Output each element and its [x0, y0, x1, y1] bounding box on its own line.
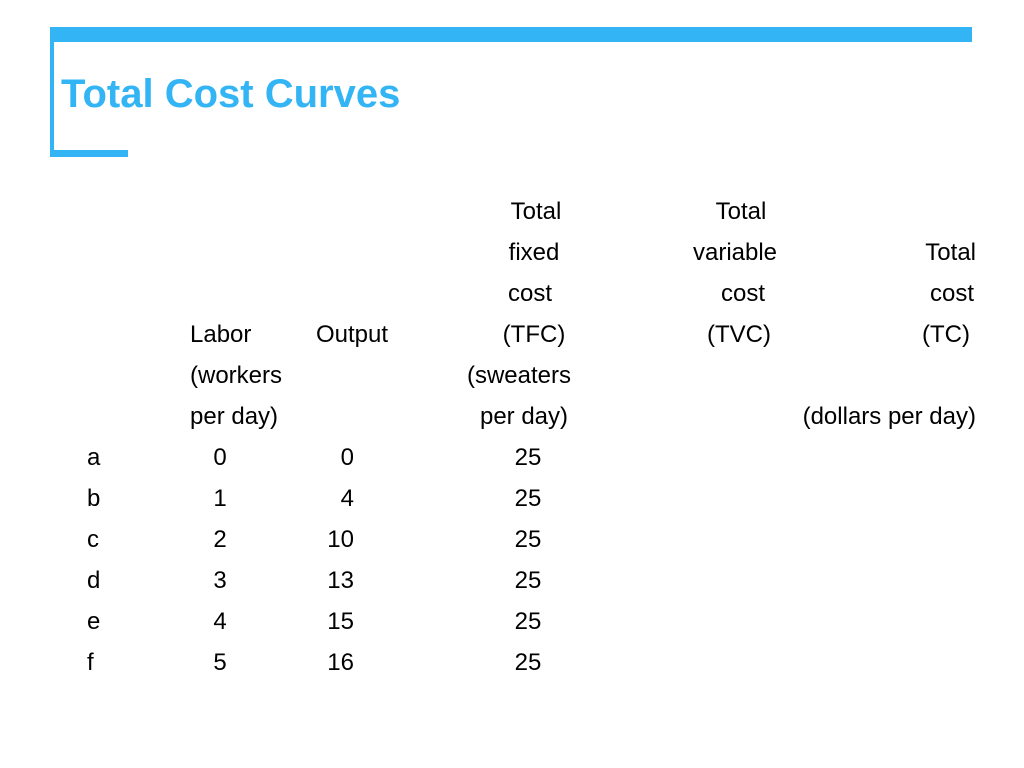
header-tvc-line1: Total — [715, 198, 767, 225]
row-label: c — [87, 526, 99, 553]
output-value: 4 — [340, 485, 354, 512]
header-tc-line2: cost — [929, 280, 974, 307]
header-labor-line1: Labor — [190, 321, 252, 348]
labor-value: 1 — [213, 485, 227, 512]
header-tc-line3: (TC) — [922, 321, 970, 348]
row-label: a — [87, 444, 101, 471]
header-tfc-line2: fixed — [508, 239, 560, 266]
slide-title: Total Cost Curves — [61, 72, 401, 116]
row-label: b — [87, 485, 101, 512]
tfc-value: 25 — [514, 608, 542, 635]
tfc-value: 25 — [514, 567, 542, 594]
header-output-units-line2: per day) — [479, 403, 569, 430]
tfc-value: 25 — [514, 649, 542, 676]
labor-value: 0 — [213, 444, 227, 471]
accent-bar-left — [50, 27, 54, 157]
header-tvc-line4: (TVC) — [707, 321, 771, 348]
tfc-value: 25 — [514, 485, 542, 512]
accent-bar-bottom — [50, 150, 128, 157]
labor-value: 2 — [213, 526, 227, 553]
row-label: e — [87, 608, 101, 635]
header-output-units-line1: (sweaters — [466, 362, 572, 389]
header-tfc-line3: cost — [507, 280, 553, 307]
header-cost-units: (dollars per day) — [802, 403, 976, 430]
row-label: d — [87, 567, 101, 594]
tfc-value: 25 — [514, 444, 542, 471]
header-output: Output — [316, 321, 389, 348]
header-tvc-line2: variable — [692, 239, 778, 266]
accent-bar-top — [50, 27, 972, 42]
header-labor-line2: (workers — [190, 362, 283, 389]
output-value: 13 — [327, 567, 354, 594]
output-value: 10 — [327, 526, 354, 553]
header-labor-line3: per day) — [190, 403, 279, 430]
tfc-value: 25 — [514, 526, 542, 553]
output-value: 16 — [327, 649, 354, 676]
row-label: f — [87, 649, 94, 676]
header-tvc-line3: cost — [720, 280, 766, 307]
header-tfc-line1: Total — [510, 198, 562, 225]
header-tc-line1: Total — [925, 239, 976, 266]
output-value: 0 — [340, 444, 354, 471]
labor-value: 3 — [213, 567, 227, 594]
output-value: 15 — [327, 608, 354, 635]
labor-value: 4 — [213, 608, 227, 635]
header-tfc-line4: (TFC) — [502, 321, 566, 348]
labor-value: 5 — [213, 649, 227, 676]
